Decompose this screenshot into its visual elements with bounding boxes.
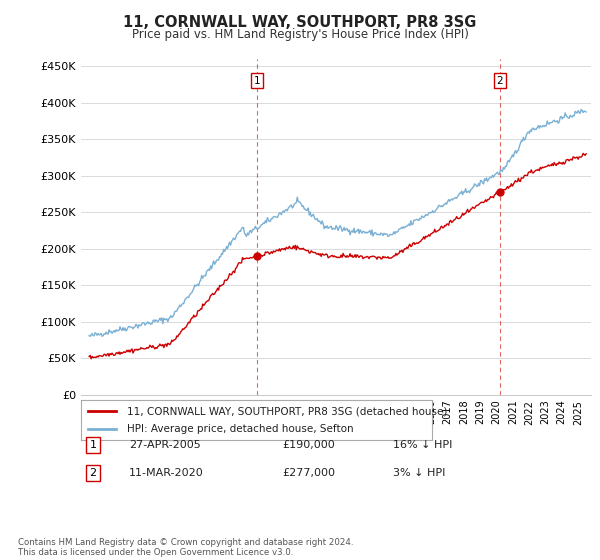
Text: 11-MAR-2020: 11-MAR-2020 [129, 468, 204, 478]
Text: 3% ↓ HPI: 3% ↓ HPI [393, 468, 445, 478]
Text: 16% ↓ HPI: 16% ↓ HPI [393, 440, 452, 450]
Text: 1: 1 [254, 76, 260, 86]
Text: 27-APR-2005: 27-APR-2005 [129, 440, 201, 450]
Text: £277,000: £277,000 [282, 468, 335, 478]
Text: £190,000: £190,000 [282, 440, 335, 450]
Text: 2: 2 [496, 76, 503, 86]
Text: 11, CORNWALL WAY, SOUTHPORT, PR8 3SG (detached house): 11, CORNWALL WAY, SOUTHPORT, PR8 3SG (de… [127, 407, 447, 417]
Text: HPI: Average price, detached house, Sefton: HPI: Average price, detached house, Seft… [127, 423, 353, 433]
Text: Contains HM Land Registry data © Crown copyright and database right 2024.
This d: Contains HM Land Registry data © Crown c… [18, 538, 353, 557]
Text: 1: 1 [89, 440, 97, 450]
Text: 11, CORNWALL WAY, SOUTHPORT, PR8 3SG: 11, CORNWALL WAY, SOUTHPORT, PR8 3SG [124, 15, 476, 30]
Text: 2: 2 [89, 468, 97, 478]
Text: Price paid vs. HM Land Registry's House Price Index (HPI): Price paid vs. HM Land Registry's House … [131, 28, 469, 41]
